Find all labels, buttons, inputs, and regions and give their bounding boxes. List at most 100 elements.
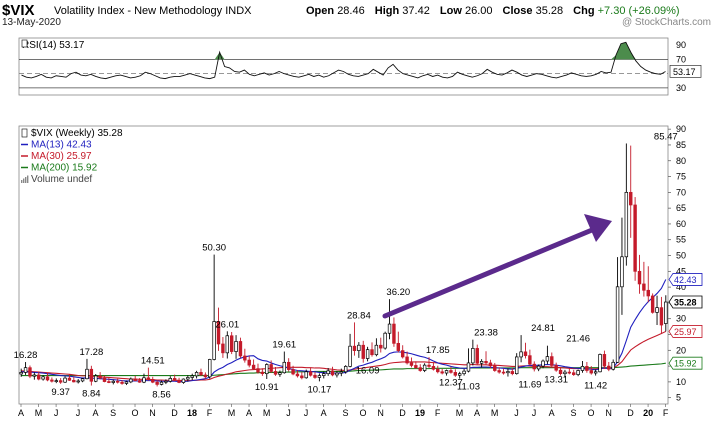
candle-body — [286, 361, 291, 370]
candle-body — [436, 368, 440, 373]
candle-body — [650, 295, 655, 313]
x-tick-label: M — [456, 408, 464, 418]
candle-body — [580, 366, 585, 371]
candle — [650, 293, 655, 314]
price-annotation: 19.61 — [272, 340, 296, 351]
candle — [453, 369, 458, 377]
x-tick-label: M — [491, 408, 499, 418]
candle — [655, 295, 659, 326]
candle — [611, 359, 615, 371]
trend-arrow-shaft — [382, 227, 595, 319]
candle — [633, 197, 637, 281]
x-tick-label: M — [263, 408, 271, 418]
candle-body — [370, 349, 374, 356]
candle — [317, 373, 322, 382]
candle — [107, 377, 111, 384]
candle-body — [422, 364, 427, 371]
candle-body — [304, 371, 308, 379]
candle-body — [23, 367, 28, 373]
price-annotation: 26.01 — [215, 319, 239, 330]
candle — [466, 348, 471, 373]
candle — [111, 379, 115, 385]
candle-body — [379, 344, 383, 349]
price-annotation: 17.85 — [426, 345, 450, 356]
candle — [291, 365, 295, 376]
open-label: Open — [306, 5, 335, 17]
change-value: +7.30 (+26.09%) — [597, 5, 680, 17]
candle-body — [238, 341, 243, 357]
candle — [159, 380, 164, 386]
x-tick-label: M — [35, 408, 43, 418]
exchange-text: INDX — [225, 5, 252, 17]
candle-body — [181, 378, 186, 383]
rsi-legend-icon — [21, 39, 28, 48]
candle-body — [199, 372, 203, 376]
x-tick-label: O — [132, 408, 139, 418]
x-tick-label: J — [76, 408, 81, 418]
candle — [479, 359, 484, 368]
candle — [85, 358, 89, 380]
y-tick-label: 45 — [676, 266, 686, 276]
price-annotation: 13.31 — [544, 374, 568, 385]
candle — [265, 363, 269, 380]
candle-body — [124, 381, 129, 384]
candle — [216, 307, 221, 351]
rsi-current-tag — [669, 65, 702, 78]
candle-body — [409, 362, 414, 366]
price-annotation: 21.46 — [566, 334, 590, 345]
candle-body — [243, 355, 247, 361]
candle — [493, 362, 497, 372]
candle-body — [85, 368, 89, 380]
y-tick-label: 10 — [676, 377, 686, 387]
x-tick-label: A — [93, 408, 99, 418]
candle-body — [457, 373, 462, 376]
candle — [273, 367, 278, 376]
box-icon — [21, 128, 28, 138]
candle-body — [664, 301, 668, 324]
value-tag-text: 25.97 — [674, 327, 697, 337]
description-text: Volatility Index - New Methodology — [54, 5, 223, 17]
candle — [208, 358, 212, 379]
rsi-tick-label: 30 — [676, 83, 686, 93]
candle-body — [462, 370, 466, 375]
candle — [186, 375, 190, 382]
candle-body — [615, 286, 620, 363]
candle-body — [440, 371, 444, 374]
candle — [199, 368, 203, 376]
candle — [374, 338, 379, 357]
candle — [598, 353, 602, 373]
candle — [80, 377, 85, 383]
candle — [409, 357, 414, 368]
candle — [151, 376, 155, 384]
candle — [282, 351, 287, 374]
price-panel: 5101520253035404550556065707580859016.28… — [14, 124, 703, 405]
candle — [449, 366, 453, 374]
candle — [54, 378, 58, 384]
candle-body — [501, 371, 506, 374]
candle-body — [497, 370, 501, 373]
y-tick-label: 50 — [676, 251, 686, 261]
candle — [115, 378, 120, 384]
price-annotation: 8.84 — [82, 389, 101, 400]
candle-body — [41, 376, 45, 380]
x-tick-label: J — [54, 408, 59, 418]
candle-body — [545, 356, 550, 362]
high-label: High — [374, 5, 400, 17]
bars-icon-bar — [21, 180, 23, 183]
candle — [400, 345, 405, 359]
candle — [370, 342, 374, 357]
candle — [343, 365, 348, 374]
candle — [365, 346, 370, 362]
candle-body — [642, 283, 646, 291]
price-frame — [18, 125, 669, 405]
candle — [602, 350, 607, 369]
candle-body — [611, 361, 615, 370]
candle-body — [392, 323, 396, 344]
candle-body — [168, 378, 172, 382]
candle-body — [203, 374, 208, 378]
x-tick-label: J — [304, 408, 309, 418]
candle-body — [111, 380, 115, 383]
candle — [146, 367, 151, 381]
candle-body — [256, 368, 260, 373]
candle — [444, 369, 449, 376]
